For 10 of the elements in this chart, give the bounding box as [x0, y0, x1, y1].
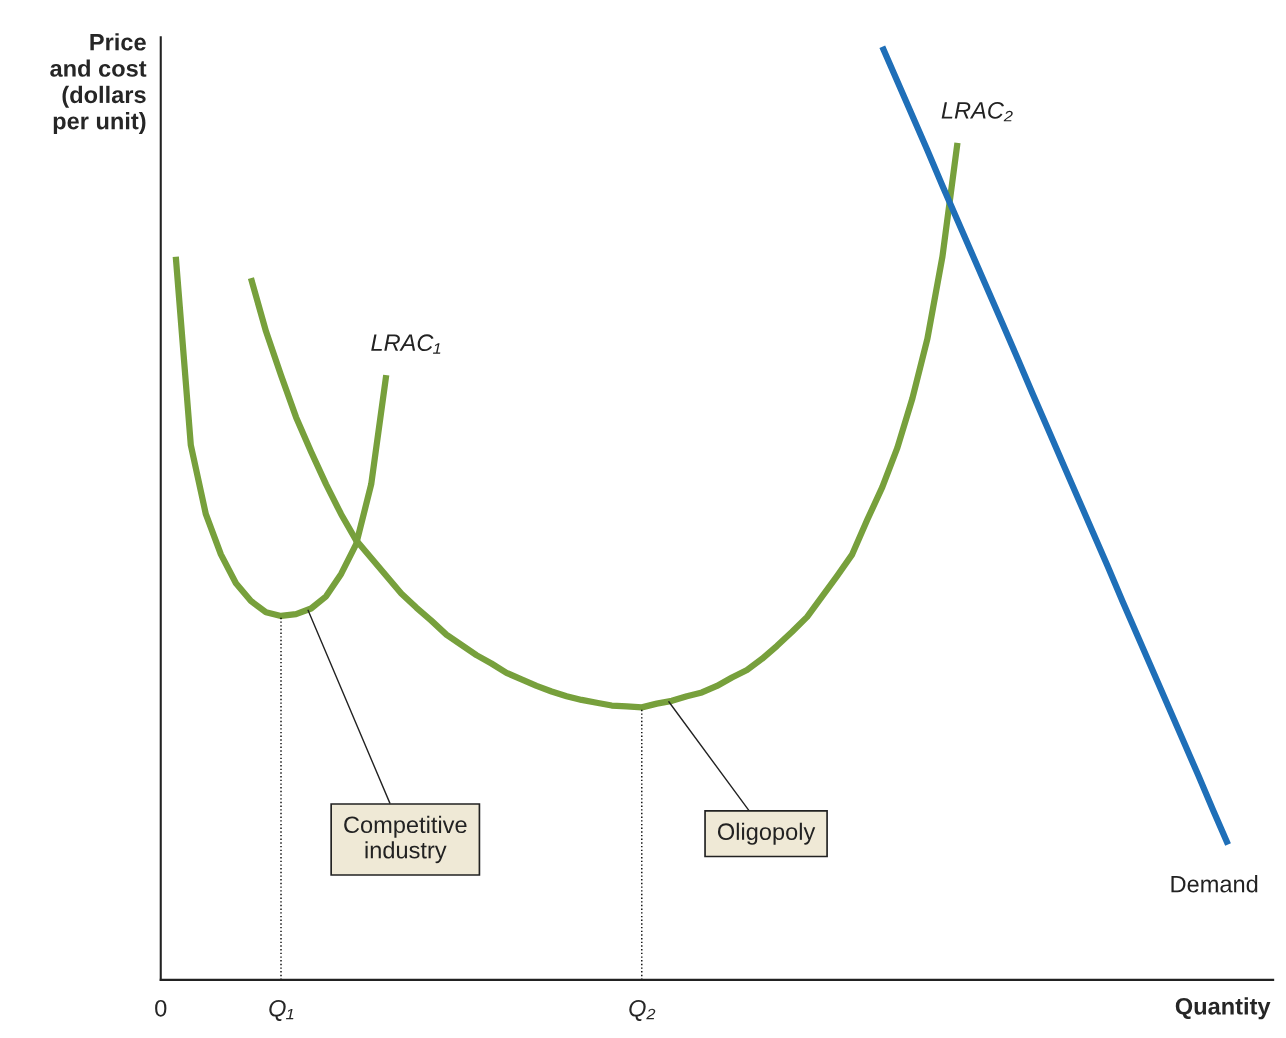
x-tick-label: Q₂	[629, 999, 656, 1021]
series-label: Demand	[1171, 875, 1258, 893]
annotation: Competitive industry	[344, 815, 467, 864]
series-label: LRAC₁	[371, 334, 441, 354]
y-axis-title: Price and cost (dollars per unit)	[50, 33, 147, 135]
series-label: LRAC₂	[941, 101, 1013, 122]
annotation: Oligopoly	[717, 822, 816, 845]
x-axis-title: Quantity	[1175, 997, 1271, 1020]
x-tick-label: Q₁	[269, 999, 294, 1021]
x-tick-label: 0	[155, 999, 167, 1017]
